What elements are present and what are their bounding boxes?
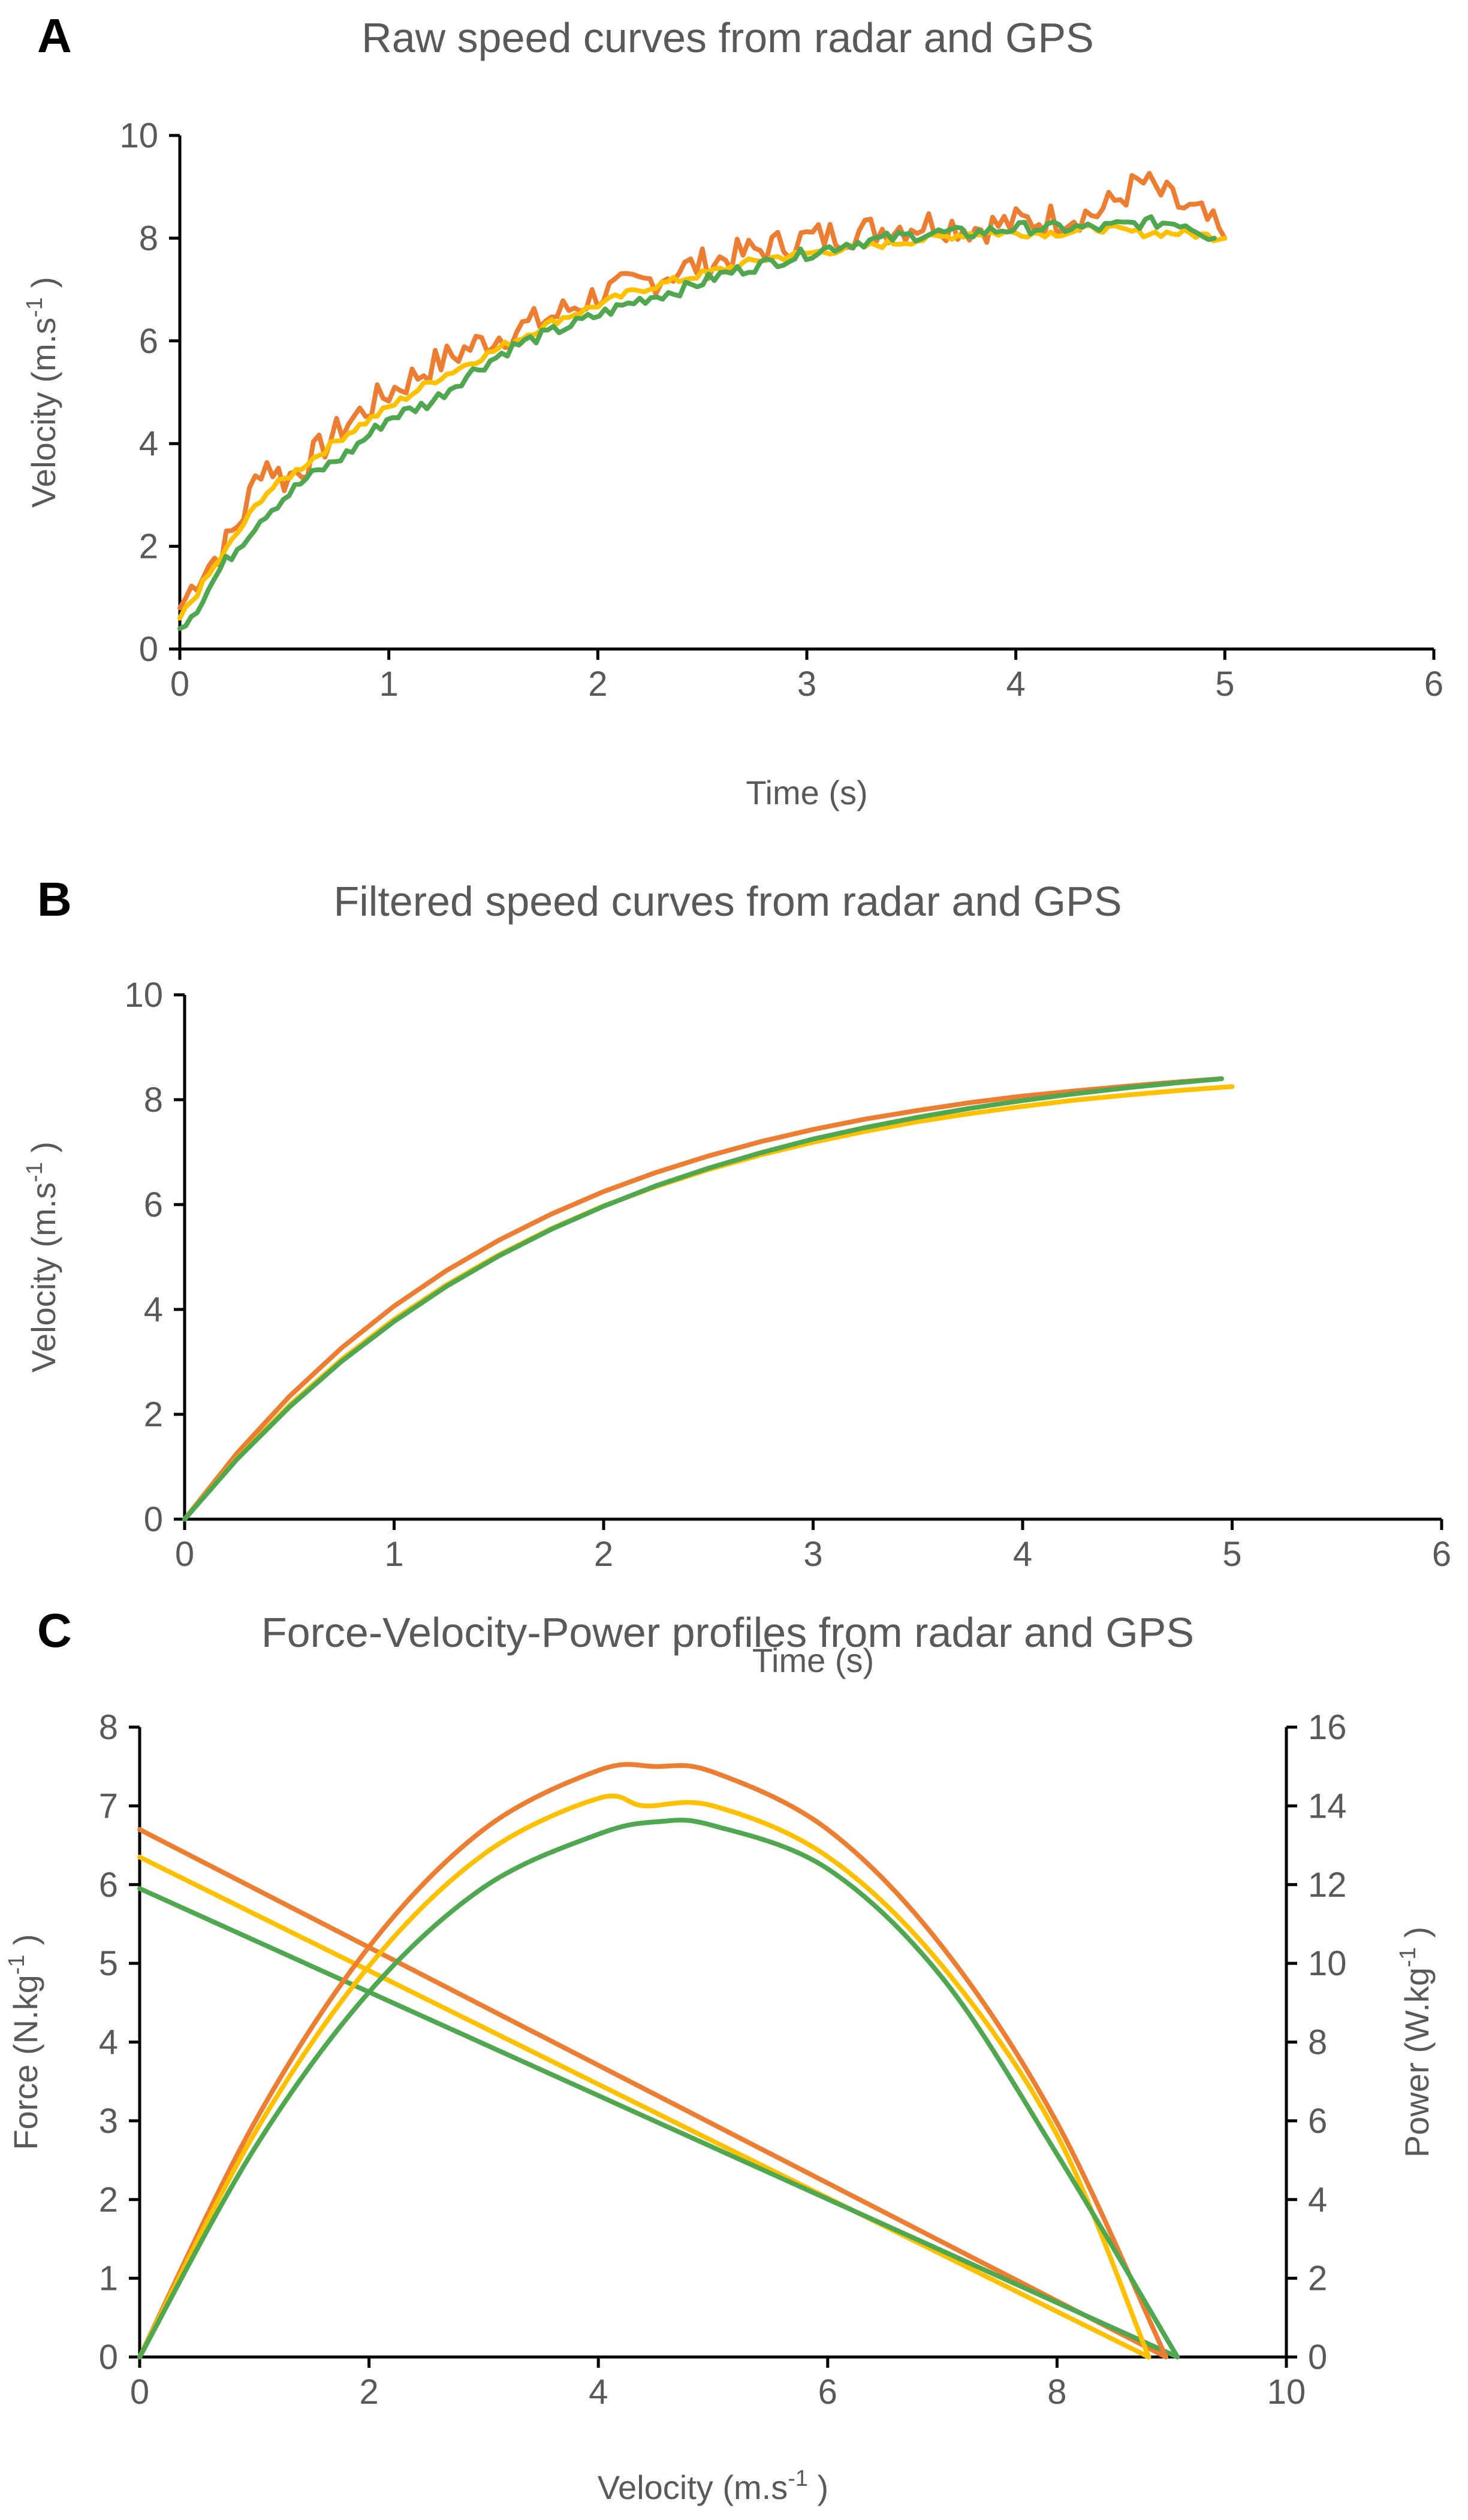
y2-tick-label: 0 xyxy=(1308,2338,1327,2377)
panel-letter: C xyxy=(37,1604,72,1657)
chart-title: Raw speed curves from radar and GPS xyxy=(361,14,1094,61)
x-tick-label: 8 xyxy=(1047,2373,1066,2412)
x-tick-label: 6 xyxy=(1424,665,1443,704)
y2-axis-label: Power (W.kg-1 ) xyxy=(1395,1927,1436,2157)
series-line-green xyxy=(182,1076,1224,1522)
x-tick-label: 5 xyxy=(1222,1535,1241,1574)
y-tick-label: 8 xyxy=(139,219,158,258)
series-line-orange-power xyxy=(137,1762,1169,2359)
y-tick-label: 10 xyxy=(119,116,158,155)
x-tick-label: 2 xyxy=(588,665,607,704)
y-tick-label: 10 xyxy=(124,976,163,1015)
y-axis-label: Velocity (m.s-1 ) xyxy=(22,1142,62,1372)
x-tick-label: 0 xyxy=(130,2373,149,2412)
y-tick-label: 4 xyxy=(139,424,158,463)
panel-c: C Force-Velocity-Power profiles from rada… xyxy=(4,1604,1436,2506)
series-line-yellow-power xyxy=(137,1793,1152,2359)
y-tick-label: 1 xyxy=(99,2259,118,2298)
x-tick-label: 3 xyxy=(797,665,816,704)
series-line-orange xyxy=(177,171,1228,611)
series-line-orange xyxy=(182,1076,1224,1522)
x-axis-label: Velocity (m.s-1 ) xyxy=(598,2466,828,2506)
x-tick-label: 4 xyxy=(1013,1535,1032,1574)
series-line-green-force xyxy=(137,1886,1180,2359)
y-tick-label: 0 xyxy=(99,2338,118,2377)
x-tick-label: 1 xyxy=(379,665,399,704)
panel-letter: B xyxy=(37,873,72,926)
series-line-yellow-force xyxy=(137,1854,1152,2359)
y-tick-label: 5 xyxy=(99,1944,118,1983)
series-line-yellow xyxy=(177,223,1228,621)
y2-tick-label: 12 xyxy=(1308,1866,1347,1905)
y-tick-label: 0 xyxy=(144,1500,163,1539)
y-tick-label: 6 xyxy=(144,1185,163,1224)
y-tick-label: 2 xyxy=(99,2180,118,2219)
y2-tick-label: 8 xyxy=(1308,2023,1327,2062)
x-tick-label: 5 xyxy=(1215,665,1234,704)
y-tick-label: 6 xyxy=(99,1866,118,1905)
x-tick-label: 0 xyxy=(170,665,189,704)
y-tick-label: 4 xyxy=(144,1290,163,1329)
panel-letter: A xyxy=(37,9,72,62)
y-tick-label: 2 xyxy=(144,1395,163,1434)
x-tick-label: 6 xyxy=(1432,1535,1451,1574)
x-tick-label: 6 xyxy=(818,2373,837,2412)
series-line-green-power xyxy=(137,1818,1180,2359)
x-tick-label: 10 xyxy=(1267,2373,1306,2412)
x-tick-label: 3 xyxy=(803,1535,822,1574)
y2-tick-label: 14 xyxy=(1308,1786,1347,1825)
y2-tick-label: 6 xyxy=(1308,2102,1327,2141)
x-tick-label: 0 xyxy=(175,1535,194,1574)
y-tick-label: 0 xyxy=(139,630,158,669)
y-tick-label: 7 xyxy=(99,1786,118,1825)
y2-tick-label: 10 xyxy=(1308,1944,1347,1983)
x-tick-label: 2 xyxy=(594,1535,613,1574)
panel-a: A Raw speed curves from radar and GPS 0 1 2 3… xyxy=(22,9,1443,811)
chart-title: Force-Velocity-Power profiles from radar… xyxy=(261,1609,1194,1656)
y-tick-label: 8 xyxy=(99,1708,118,1747)
series-line-green xyxy=(177,214,1217,631)
y-tick-label: 4 xyxy=(99,2023,118,2062)
y-tick-label: 3 xyxy=(99,2102,118,2141)
series-line-yellow xyxy=(182,1084,1235,1522)
x-axis-label: Time (s) xyxy=(746,774,867,811)
panel-b: B Filtered speed curves from radar and GP… xyxy=(22,873,1451,1679)
y-tick-label: 2 xyxy=(139,527,158,566)
y-tick-label: 6 xyxy=(139,322,158,361)
x-tick-label: 4 xyxy=(589,2373,608,2412)
chart-title: Filtered speed curves from radar and GPS xyxy=(333,878,1122,925)
x-axis-label: Time (s) xyxy=(752,1641,874,1679)
y-axis-label: Force (N.kg-1 ) xyxy=(4,1934,44,2150)
series-line-orange-force xyxy=(137,1827,1169,2359)
y-axis-label: Velocity (m.s-1 ) xyxy=(22,277,62,508)
x-tick-label: 4 xyxy=(1006,665,1026,704)
y2-tick-label: 4 xyxy=(1308,2180,1327,2219)
x-tick-label: 1 xyxy=(384,1535,403,1574)
y2-tick-label: 16 xyxy=(1308,1708,1347,1747)
y-tick-label: 8 xyxy=(144,1081,163,1119)
x-tick-label: 2 xyxy=(359,2373,378,2412)
y2-tick-label: 2 xyxy=(1308,2259,1327,2298)
